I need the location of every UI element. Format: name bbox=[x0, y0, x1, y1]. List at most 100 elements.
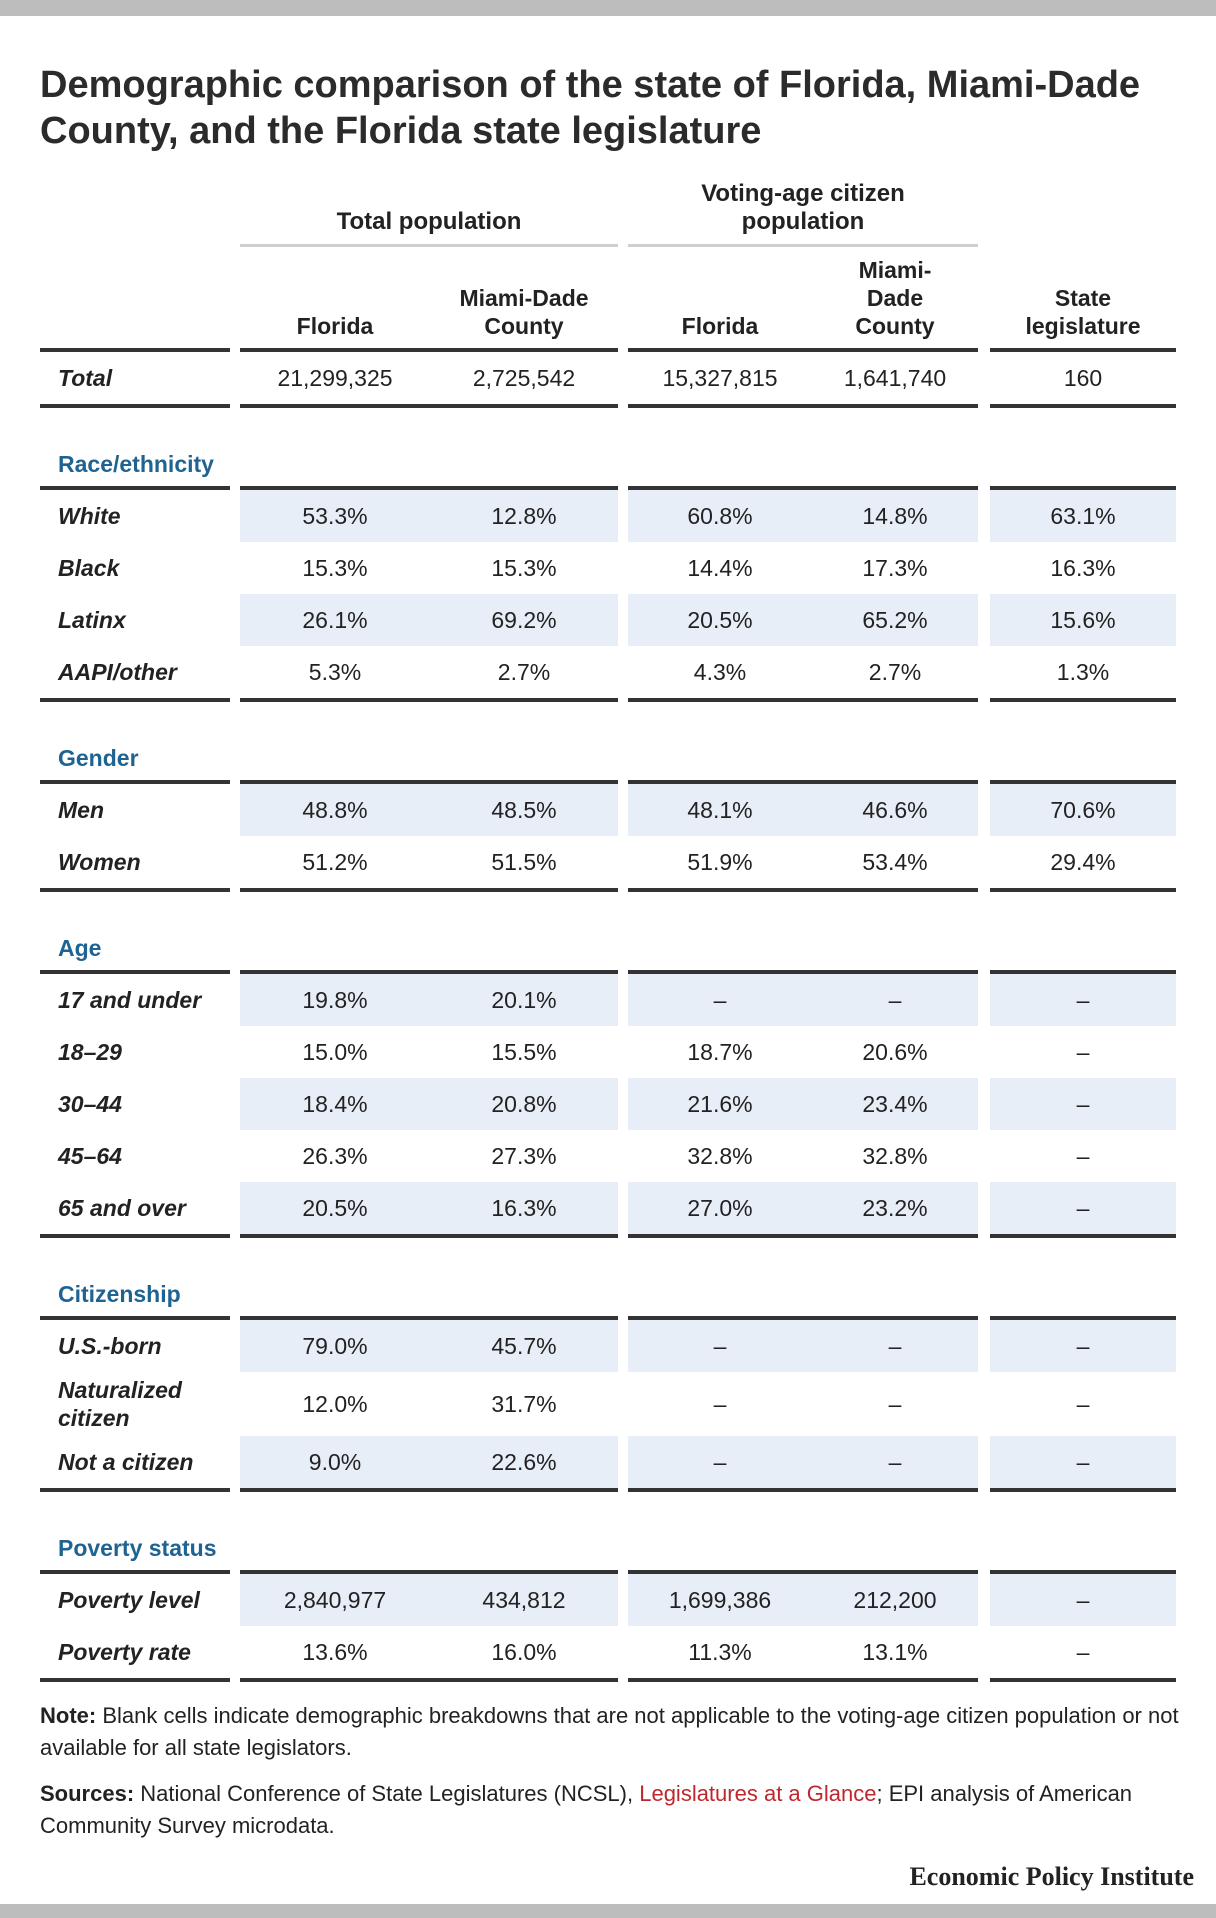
table-cell: 32.8% bbox=[687, 1143, 753, 1169]
section-title: Citizenship bbox=[58, 1281, 181, 1307]
row-band bbox=[240, 974, 618, 1026]
table-cell: 212,200 bbox=[853, 1587, 937, 1613]
row-band bbox=[990, 1436, 1176, 1488]
table-cell: 26.3% bbox=[302, 1143, 368, 1169]
sources-label: Sources: bbox=[40, 1781, 135, 1806]
table-cell: 14.8% bbox=[862, 503, 928, 529]
table-cell: 15.3% bbox=[491, 555, 557, 581]
row-label: 17 and under bbox=[58, 987, 202, 1013]
row-band bbox=[628, 1320, 978, 1372]
top-border bbox=[0, 0, 1216, 16]
row-band bbox=[240, 594, 618, 646]
group-header-total-population: Total population bbox=[336, 208, 522, 235]
section-bottom-rule bbox=[40, 1678, 230, 1682]
table-cell: 45.7% bbox=[491, 1333, 557, 1359]
section-bottom-rule bbox=[240, 1678, 618, 1682]
row-label: U.S.-born bbox=[58, 1333, 162, 1359]
table-cell: 51.2% bbox=[302, 849, 368, 875]
row-band bbox=[990, 1320, 1176, 1372]
row-label: Women bbox=[58, 849, 141, 875]
group-header-voting-age-line1: Voting-age citizen bbox=[701, 180, 905, 207]
group-header-voting-age-line2: population bbox=[741, 208, 865, 235]
table-cell: 12.0% bbox=[302, 1391, 368, 1417]
table-cell: 51.5% bbox=[491, 849, 557, 875]
table-cell: 19.8% bbox=[302, 987, 368, 1013]
column-header-florida-voting: Florida bbox=[628, 254, 812, 340]
section-top-rule bbox=[240, 780, 618, 784]
section-bottom-rule bbox=[628, 1488, 978, 1492]
total-rule bbox=[40, 404, 230, 408]
row-band bbox=[628, 1436, 978, 1488]
table-cell: 16.3% bbox=[1050, 555, 1116, 581]
row-band bbox=[240, 1320, 618, 1372]
row-label: Poverty level bbox=[58, 1587, 200, 1613]
table-cell: 23.4% bbox=[862, 1091, 928, 1117]
section-bottom-rule bbox=[990, 1678, 1176, 1682]
section-top-rule bbox=[990, 780, 1176, 784]
section-top-rule bbox=[240, 970, 618, 974]
sources-link[interactable]: Legislatures at a Glance bbox=[639, 1781, 877, 1806]
section-bottom-rule bbox=[240, 698, 618, 702]
section-bottom-rule bbox=[40, 1488, 230, 1492]
table-cell: 1.3% bbox=[1056, 659, 1110, 685]
row-label: Naturalized citizen bbox=[58, 1377, 182, 1431]
table-cell: 5.3% bbox=[308, 659, 362, 685]
table-cell: – bbox=[1076, 987, 1090, 1013]
header-rule bbox=[240, 348, 618, 352]
total-rule bbox=[628, 404, 978, 408]
table-cell: 18.4% bbox=[302, 1091, 368, 1117]
row-band bbox=[990, 1078, 1176, 1130]
section-top-rule bbox=[240, 1316, 618, 1320]
table-cell: – bbox=[1076, 1333, 1090, 1359]
table-cell: 27.3% bbox=[491, 1143, 557, 1169]
table-cell: – bbox=[888, 1333, 902, 1359]
table-cell: 79.0% bbox=[302, 1333, 368, 1359]
table-cell: 27.0% bbox=[687, 1195, 753, 1221]
column-header-miami-dade-total: Miami-Dade County bbox=[430, 254, 618, 340]
row-label: Men bbox=[58, 797, 104, 823]
table-cell: – bbox=[1076, 1639, 1090, 1665]
sources-text-after: ; EPI analysis of American Community Sur… bbox=[40, 1781, 1133, 1838]
section-top-rule bbox=[628, 1316, 978, 1320]
table-cell: 18.7% bbox=[687, 1039, 753, 1065]
table-cell: 12.8% bbox=[491, 503, 557, 529]
table-cell: 11.3% bbox=[688, 1639, 752, 1665]
section-top-rule bbox=[990, 970, 1176, 974]
section-bottom-rule bbox=[628, 1678, 978, 1682]
row-label: 65 and over bbox=[58, 1195, 186, 1221]
row-band bbox=[240, 1574, 618, 1626]
section-top-rule bbox=[40, 1570, 230, 1574]
section-title: Poverty status bbox=[58, 1535, 217, 1561]
table-cell: – bbox=[1076, 1587, 1090, 1613]
table-cell: 1,699,386 bbox=[668, 1587, 772, 1613]
total-rule bbox=[990, 404, 1176, 408]
group-underline-total bbox=[240, 244, 618, 247]
col-header-line: Dade bbox=[866, 285, 924, 311]
row-band bbox=[628, 594, 978, 646]
row-band bbox=[990, 1574, 1176, 1626]
table-cell: 26.1% bbox=[302, 607, 368, 633]
section-top-rule bbox=[40, 486, 230, 490]
note-label: Note: bbox=[40, 1703, 97, 1728]
table-cell: 2.7% bbox=[868, 659, 922, 685]
row-label: Poverty rate bbox=[58, 1639, 191, 1665]
table-cell: 48.8% bbox=[302, 797, 368, 823]
section-bottom-rule bbox=[240, 888, 618, 892]
col-header-line: legislature bbox=[1025, 313, 1141, 339]
table-cell: – bbox=[713, 1333, 727, 1359]
table-cell: 15.0% bbox=[302, 1039, 368, 1065]
column-header-state-legislature: State legislature bbox=[990, 254, 1176, 340]
table-cell: 48.1% bbox=[687, 797, 753, 823]
table-cell: – bbox=[1076, 1391, 1090, 1417]
section-top-rule bbox=[990, 486, 1176, 490]
table-cell: 15.5% bbox=[491, 1039, 557, 1065]
section-bottom-rule bbox=[40, 888, 230, 892]
row-label: Total bbox=[58, 365, 113, 391]
table-cell: 22.6% bbox=[491, 1449, 557, 1475]
table-cell: – bbox=[1076, 1449, 1090, 1475]
table-cell: 9.0% bbox=[308, 1449, 362, 1475]
section-top-rule bbox=[240, 486, 618, 490]
table-cell: 23.2% bbox=[862, 1195, 928, 1221]
col-header-line: County bbox=[484, 313, 564, 339]
row-label: Latinx bbox=[58, 607, 126, 633]
